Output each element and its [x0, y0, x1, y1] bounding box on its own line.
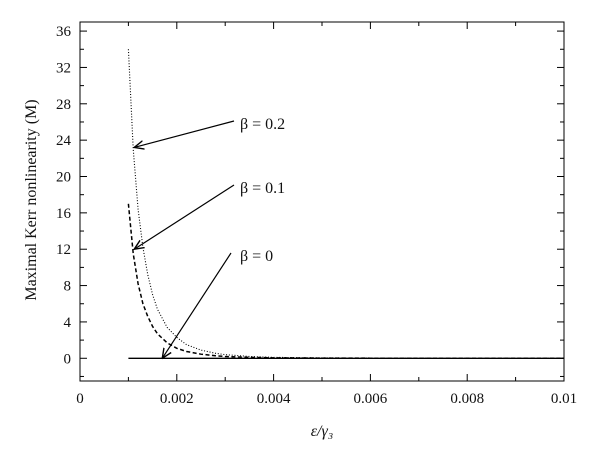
- curve-annotations: β = 0.2 β = 0.1 β = 0: [134, 116, 285, 358]
- annotation-label-1: β = 0.1: [240, 180, 285, 197]
- series-line-2: [127, 49, 564, 359]
- x-axis-title: ε/γ₃: [311, 423, 334, 440]
- x-tick-label: 0.002: [160, 391, 194, 407]
- y-tick-label: 0: [64, 351, 72, 367]
- x-tick-label: 0.008: [450, 391, 484, 407]
- annotation-arrow-2: [162, 252, 232, 358]
- annotation-label-0: β = 0.2: [240, 116, 285, 133]
- series-lines: [127, 49, 564, 360]
- x-tick-label: 0.004: [257, 391, 291, 407]
- series-line-1: [127, 203, 564, 360]
- y-tick-label: 28: [56, 97, 71, 113]
- y-tick-label: 12: [56, 242, 71, 258]
- x-tick-label: 0.006: [354, 391, 388, 407]
- y-tick-label: 16: [56, 206, 72, 222]
- y-tick-label: 20: [56, 170, 71, 186]
- x-tick-label: 0.01: [551, 391, 577, 407]
- y-tick-label: 24: [56, 133, 72, 149]
- annotation-label-2: β = 0: [240, 248, 273, 265]
- annotation-arrow-0: [134, 120, 235, 147]
- y-tick-label: 4: [64, 315, 72, 331]
- y-tick-label: 36: [56, 24, 72, 40]
- y-tick-label: 32: [56, 60, 71, 76]
- x-tick-label: 0: [76, 391, 84, 407]
- annotation-arrow-1: [134, 184, 235, 249]
- axis-tick-labels: 0 0.002 0.004 0.006 0.008 0.01 0 4 8 12 16 20 24 28 32…: [56, 24, 577, 407]
- y-axis-title: Maximal Kerr nonlinearity (M): [23, 99, 40, 300]
- y-tick-label: 8: [64, 279, 72, 295]
